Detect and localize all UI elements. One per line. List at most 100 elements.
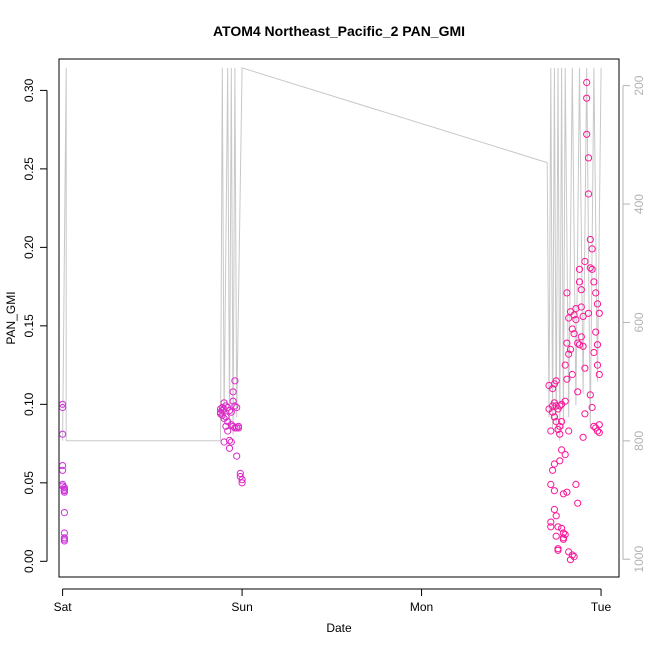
right-pressure-axis: 200 400 600 800 1000 bbox=[622, 75, 646, 573]
data-point bbox=[231, 402, 239, 410]
data-point bbox=[227, 438, 235, 446]
data-point bbox=[575, 265, 584, 273]
y-tick-label: 0.05 bbox=[22, 471, 36, 495]
data-point bbox=[550, 487, 559, 495]
pressure-series-line bbox=[62, 67, 602, 442]
data-point bbox=[577, 286, 585, 294]
data-point bbox=[563, 339, 571, 347]
x-tick-label: Mon bbox=[410, 600, 433, 614]
data-point bbox=[579, 342, 587, 350]
y-tick-label: 0.15 bbox=[22, 314, 36, 338]
data-point bbox=[218, 407, 226, 415]
data-point bbox=[581, 364, 589, 372]
data-point bbox=[577, 303, 585, 311]
x-tick-label: Tue bbox=[591, 600, 612, 614]
data-point bbox=[233, 452, 241, 460]
data-point bbox=[592, 328, 600, 336]
data-point bbox=[225, 407, 234, 415]
data-point bbox=[556, 430, 564, 438]
data-point bbox=[588, 265, 596, 273]
data-point bbox=[234, 422, 243, 430]
data-point bbox=[590, 348, 598, 357]
data-point bbox=[595, 309, 603, 317]
data-point bbox=[59, 400, 67, 408]
data-point bbox=[570, 330, 578, 338]
data-point bbox=[563, 375, 571, 383]
data-point bbox=[229, 397, 237, 405]
y2-tick-label: 200 bbox=[632, 75, 646, 95]
data-point bbox=[216, 405, 225, 413]
y2-tick-label: 800 bbox=[632, 431, 646, 451]
data-point bbox=[547, 427, 555, 435]
y-tick-label: 0.10 bbox=[22, 392, 36, 416]
x-axis: Sat Sun Mon Tue bbox=[54, 588, 612, 614]
data-point bbox=[575, 278, 584, 286]
y2-tick-label: 1000 bbox=[632, 546, 646, 573]
data-point bbox=[552, 377, 560, 385]
data-point bbox=[229, 388, 237, 396]
data-point bbox=[552, 512, 560, 520]
data-point bbox=[59, 466, 67, 474]
data-point bbox=[563, 289, 571, 297]
data-point bbox=[561, 531, 569, 539]
data-point bbox=[584, 154, 593, 162]
data-point bbox=[59, 462, 67, 470]
data-point bbox=[583, 130, 591, 138]
data-point bbox=[588, 245, 596, 253]
data-point bbox=[550, 460, 559, 468]
data-point bbox=[547, 523, 555, 531]
x-axis-label: Date bbox=[326, 621, 352, 635]
y-tick-label: 0.00 bbox=[22, 549, 36, 573]
data-point bbox=[579, 433, 587, 441]
data-point bbox=[586, 235, 594, 244]
data-point bbox=[577, 333, 585, 341]
data-point bbox=[556, 422, 564, 430]
data-point bbox=[552, 532, 560, 540]
data-point bbox=[550, 505, 559, 514]
data-point bbox=[570, 553, 578, 561]
data-point bbox=[233, 403, 241, 412]
data-point bbox=[561, 397, 569, 405]
points-layer bbox=[59, 78, 603, 564]
data-point bbox=[565, 350, 573, 358]
data-point bbox=[561, 361, 569, 369]
data-point bbox=[556, 457, 564, 465]
y-tick-label: 0.30 bbox=[22, 78, 36, 102]
data-point bbox=[554, 523, 562, 531]
data-point bbox=[547, 480, 555, 488]
pressure-line-layer bbox=[62, 67, 602, 442]
data-point bbox=[558, 524, 566, 532]
y2-tick-label: 400 bbox=[632, 194, 646, 214]
data-point bbox=[584, 190, 593, 198]
data-point bbox=[575, 341, 584, 349]
data-point bbox=[60, 535, 69, 543]
data-point bbox=[563, 488, 571, 496]
data-point bbox=[568, 370, 576, 379]
data-point bbox=[222, 413, 230, 421]
data-point bbox=[238, 479, 246, 487]
data-point bbox=[593, 361, 602, 369]
data-point bbox=[556, 402, 564, 410]
data-point bbox=[566, 345, 575, 353]
data-point bbox=[568, 551, 576, 559]
data-point bbox=[593, 427, 602, 435]
data-point bbox=[561, 451, 569, 459]
data-point bbox=[60, 488, 69, 496]
data-point bbox=[568, 325, 576, 333]
data-point bbox=[595, 421, 603, 429]
data-point bbox=[224, 427, 232, 435]
data-point bbox=[225, 436, 234, 444]
data-point bbox=[554, 546, 562, 554]
data-point bbox=[59, 430, 67, 438]
data-point bbox=[574, 388, 582, 396]
y-tick-label: 0.20 bbox=[22, 235, 36, 259]
data-point bbox=[572, 480, 580, 488]
data-point bbox=[584, 309, 593, 317]
data-point bbox=[588, 403, 596, 412]
data-point bbox=[565, 314, 573, 322]
data-point bbox=[549, 408, 557, 416]
x-tick-label: Sat bbox=[54, 600, 73, 614]
data-point bbox=[236, 469, 244, 477]
